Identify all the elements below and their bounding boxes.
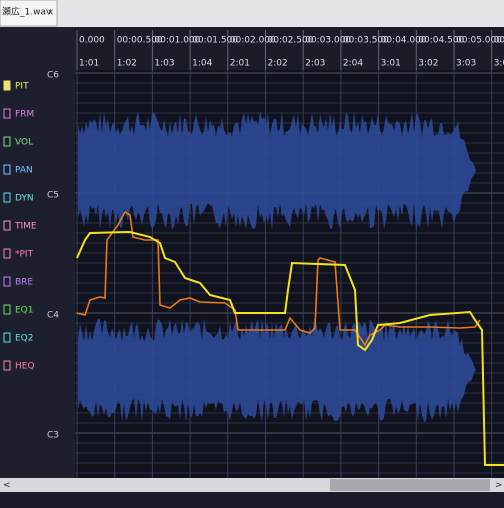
time-label: 00:03.000	[305, 36, 351, 46]
bar-label: 2:01	[230, 59, 250, 69]
left-panel	[0, 27, 75, 478]
track-icon[interactable]	[3, 248, 11, 259]
time-label: 00:04.500	[418, 36, 464, 46]
edited-pitch	[76, 230, 504, 466]
track-button[interactable]: TIME	[14, 222, 37, 232]
bar-label: 1:03	[154, 59, 174, 69]
note-label: C4	[47, 311, 59, 321]
tab-bar	[0, 0, 504, 27]
time-label: 00:01.500	[192, 36, 238, 46]
track-icon[interactable]	[3, 80, 11, 91]
time-label: 00:05	[494, 36, 504, 46]
track-icon[interactable]	[3, 136, 11, 147]
time-label: 00:03.500	[343, 36, 389, 46]
bar-label: 2:02	[268, 59, 288, 69]
time-label: 00:01.000	[154, 36, 200, 46]
bar-label: 1:01	[79, 59, 99, 69]
track-icon[interactable]	[3, 304, 11, 315]
track-button[interactable]: PIT	[15, 82, 29, 92]
note-label: C3	[47, 431, 59, 441]
time-label: 00:02.500	[268, 36, 314, 46]
bar-label: 1:02	[117, 59, 137, 69]
track-icon[interactable]	[3, 360, 11, 371]
track-button[interactable]: PAN	[15, 166, 33, 176]
time-label: 00:02.000	[230, 36, 276, 46]
bar-label: 3:02	[418, 59, 438, 69]
tab-close[interactable]: x	[48, 8, 54, 18]
note-label: C6	[47, 71, 59, 81]
track-button[interactable]: *PIT	[15, 250, 34, 260]
track-button[interactable]: EQ2	[15, 334, 34, 344]
track-button[interactable]: FRM	[15, 110, 34, 120]
track-icon[interactable]	[3, 192, 11, 203]
track-icon[interactable]	[3, 108, 11, 119]
waveform	[78, 318, 476, 422]
note-label: C5	[47, 191, 59, 201]
tab-title: 瀬広_1.wav	[2, 6, 52, 18]
tab[interactable]	[0, 0, 58, 27]
time-label: 0.000	[79, 36, 105, 46]
track-button[interactable]: EQ1	[15, 306, 34, 316]
bar-label: 1:04	[192, 59, 212, 69]
bar-label: 3:0	[494, 59, 504, 69]
time-label: 00:00.500	[117, 36, 163, 46]
track-button[interactable]: DYN	[15, 194, 34, 204]
original-pitch	[76, 210, 481, 347]
track-icon[interactable]	[3, 220, 11, 231]
status-bar	[0, 492, 504, 504]
waveform	[78, 110, 476, 230]
track-icon[interactable]	[3, 332, 11, 343]
bar-label: 2:04	[343, 59, 363, 69]
bar-label: 3:01	[381, 59, 401, 69]
track-icon[interactable]	[3, 276, 11, 287]
track-button[interactable]: VOL	[15, 138, 33, 148]
bar-label: 3:03	[456, 59, 476, 69]
scroll-thumb[interactable]	[330, 479, 490, 491]
scroll-right[interactable]: >	[495, 481, 503, 491]
bar-label: 2:03	[305, 59, 325, 69]
ruler	[75, 27, 504, 70]
track-icon[interactable]	[3, 164, 11, 175]
track-button[interactable]: HEQ	[15, 362, 35, 372]
track-button[interactable]: BRE	[15, 278, 33, 288]
time-label: 00:04.000	[381, 36, 427, 46]
time-label: 00:05.000	[456, 36, 502, 46]
scroll-left[interactable]: <	[3, 481, 11, 491]
